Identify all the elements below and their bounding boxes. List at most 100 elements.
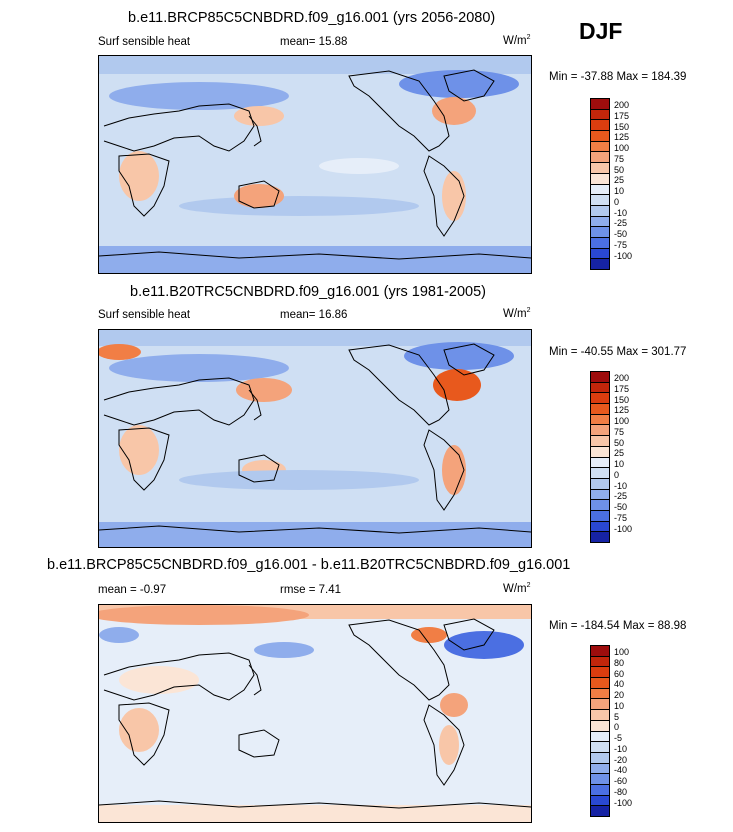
panel3-map: [98, 604, 532, 823]
panel1-map: [98, 55, 532, 274]
panel3-tick: -40: [614, 765, 628, 775]
panel2-tick: 25: [614, 448, 625, 458]
season-label: DJF: [579, 18, 623, 44]
panel2-colorbar-swatch: [591, 457, 609, 469]
panel2-colorbar-swatch: [591, 532, 609, 542]
panel3-colorbar-swatch: [591, 784, 609, 796]
panel3-colorbar-swatch: [591, 688, 609, 700]
panel2-tick: 175: [614, 384, 630, 394]
panel1-tick: -25: [614, 218, 628, 228]
panel1-colorbar-swatch: [591, 237, 609, 249]
panel2-tick: 10: [614, 459, 625, 469]
panel1-colorbar-swatch: [591, 216, 609, 228]
panel2-tick: 125: [614, 405, 630, 415]
panel3-colorbar-swatch: [591, 795, 609, 807]
panel3-colorbar: [590, 645, 610, 817]
panel3-title: b.e11.BRCP85C5CNBDRD.f09_g16.001 - b.e11…: [47, 557, 571, 573]
panel3-colorbar-swatch: [591, 742, 609, 753]
panel1-colorbar-swatch: [591, 120, 609, 132]
panel3-tick: 20: [614, 690, 625, 700]
panel1-colorbar-swatch: [591, 227, 609, 238]
panel1-tick: 75: [614, 154, 625, 164]
panel2-mean-label: mean= 16.86: [280, 309, 348, 321]
panel2-tick: 50: [614, 438, 625, 448]
panel3-mean-label: mean = -0.97: [98, 584, 167, 596]
panel2-tick: -50: [614, 502, 628, 512]
panel3-rmse-label: rmse = 7.41: [280, 584, 342, 596]
panel3-tick: 60: [614, 669, 625, 679]
panel3-tick: 10: [614, 701, 625, 711]
panel1-tick: -75: [614, 240, 628, 250]
panel3-colorbar-swatch: [591, 699, 609, 711]
panel2-colorbar-swatch: [591, 510, 609, 522]
panel3-units: W/m2: [503, 582, 531, 595]
panel2-title: b.e11.B20TRC5CNBDRD.f09_g16.001 (yrs 198…: [130, 284, 486, 300]
panel3-tick: 100: [614, 647, 630, 657]
panel2-map: [98, 329, 532, 548]
panel3-tick: -10: [614, 744, 628, 754]
panel2-colorbar-swatch: [591, 489, 609, 501]
panel2-colorbar-swatch: [591, 500, 609, 511]
panel1-tick: 150: [614, 122, 630, 132]
panel3-tick: 80: [614, 658, 625, 668]
panel1-tick: 200: [614, 100, 630, 110]
panel3-tick: -5: [614, 733, 623, 743]
panel1-colorbar-swatch: [591, 205, 609, 217]
panel3-colorbar-swatch: [591, 774, 609, 785]
panel1-tick: 100: [614, 143, 630, 153]
panel2-tick: -10: [614, 481, 628, 491]
panel3-colorbar-swatch: [591, 763, 609, 775]
panel3-colorbar-swatch: [591, 667, 609, 679]
panel2-colorbar-swatch: [591, 393, 609, 405]
panel3-tick: -60: [614, 776, 628, 786]
panel2-colorbar-swatch: [591, 436, 609, 447]
panel3-tick: 40: [614, 679, 625, 689]
panel1-tick: 50: [614, 165, 625, 175]
panel2-tick: -25: [614, 491, 628, 501]
panel2-tick: -75: [614, 513, 628, 523]
panel1-units: W/m2: [503, 34, 531, 47]
panel3-colorbar-swatch: [591, 678, 609, 689]
panel2-tick: -100: [614, 524, 633, 534]
panel2-colorbar-swatch: [591, 425, 609, 437]
panel3-colorbar-swatch: [591, 710, 609, 721]
panel3-tick: -20: [614, 755, 628, 765]
panel3-colorbar-swatch: [591, 720, 609, 732]
panel2-units: W/m2: [503, 307, 531, 320]
panel3-tick: -80: [614, 787, 628, 797]
panel3-tick: 0: [614, 722, 620, 732]
panel2-colorbar-swatch: [591, 382, 609, 394]
panel3-tick: -100: [614, 798, 633, 808]
panel1-tick: -50: [614, 229, 628, 239]
panel1-tick: -100: [614, 251, 633, 261]
panel2-colorbar-swatch: [591, 404, 609, 415]
panel1-minmax: Min = -37.88 Max = 184.39: [549, 71, 687, 83]
panel2-tick: 100: [614, 416, 630, 426]
panel2-colorbar-swatch: [591, 414, 609, 426]
panel1-tick: 25: [614, 175, 625, 185]
panel1-tick: 175: [614, 111, 630, 121]
panel1-colorbar-swatch: [591, 131, 609, 142]
panel1-tick: 10: [614, 186, 625, 196]
panel2-tick: 150: [614, 395, 630, 405]
panel3-tick: 5: [614, 712, 620, 722]
panel3-colorbar-swatch: [591, 731, 609, 743]
panel2-tick: 200: [614, 373, 630, 383]
panel3-colorbar-swatch: [591, 806, 609, 816]
panel2-colorbar-swatch: [591, 468, 609, 479]
panel2-colorbar-swatch: [591, 372, 609, 383]
panel2-minmax: Min = -40.55 Max = 301.77: [549, 346, 687, 358]
panel1-title: b.e11.BRCP85C5CNBDRD.f09_g16.001 (yrs 20…: [128, 10, 496, 26]
panel1-colorbar-swatch: [591, 184, 609, 196]
panel1-colorbar-swatch: [591, 141, 609, 153]
panel1-variable-label: Surf sensible heat: [98, 36, 191, 48]
panel1-colorbar-swatch: [591, 195, 609, 206]
panel3-colorbar-swatch: [591, 646, 609, 657]
panel2-colorbar-swatch: [591, 478, 609, 490]
panel1-mean-label: mean= 15.88: [280, 36, 348, 48]
panel1-colorbar-swatch: [591, 163, 609, 174]
panel2-colorbar-swatch: [591, 521, 609, 533]
panel3-colorbar-swatch: [591, 656, 609, 668]
panel1-colorbar-swatch: [591, 152, 609, 164]
panel2-colorbar-swatch: [591, 446, 609, 458]
